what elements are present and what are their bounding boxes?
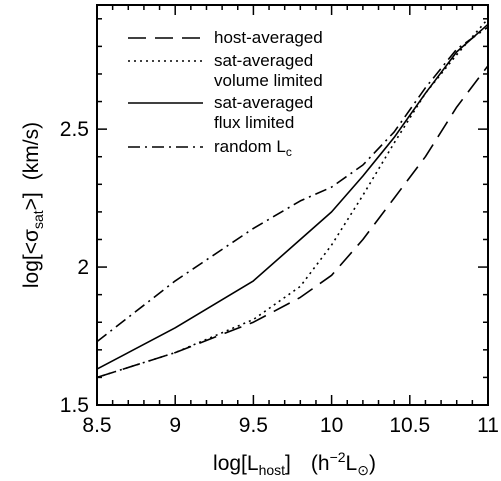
x-axis-label: log[Lhost] (h−2L⊙) (213, 449, 376, 478)
legend-label-1: host-averaged (214, 28, 323, 47)
x-tick-label: 10.5 (389, 414, 430, 437)
y-tick-label: 2.5 (60, 118, 89, 141)
y-label-unit: (km/s) (20, 122, 43, 180)
x-label-unit-sun: ⊙ (357, 462, 369, 478)
y-tick-label: 1.5 (60, 394, 89, 417)
x-label-unit-sup: −2 (330, 449, 346, 465)
x-label-main: log[L (213, 452, 259, 475)
x-label-close: ] (285, 452, 291, 475)
x-label-unit-close: ) (369, 452, 376, 475)
legend-label-3: sat-averaged (214, 93, 313, 112)
plot-frame (96, 4, 489, 406)
series-line-3 (96, 23, 489, 370)
legend-label-3-line2: flux limited (214, 113, 294, 132)
legend-label-sub: c (286, 145, 292, 159)
legend-label-2-line2: volume limited (214, 71, 323, 90)
x-label-sub: host (259, 462, 286, 478)
x-label-unit-L: L (346, 452, 358, 475)
x-tick-label: 8.5 (82, 414, 111, 437)
y-label-main: log[<σ (20, 229, 43, 288)
legend-label-2: sat-averaged (214, 51, 313, 70)
y-label-sub: sat (30, 210, 46, 229)
y-axis-label: log[<σsat>] (km/s) (20, 122, 46, 288)
axis-ticks (96, 5, 489, 406)
axis-tick-labels: 8.5 9 9.5 10 10.5 11 1.5 2 2.5 (60, 118, 499, 437)
y-label-close: >] (20, 192, 43, 210)
series-line-1 (96, 65, 489, 379)
x-label-unit-open: (h (311, 452, 330, 475)
series-line-4 (96, 26, 489, 343)
legend-label-4: random Lc (214, 137, 292, 159)
x-tick-label: 10 (320, 414, 343, 437)
y-tick-label: 2 (77, 256, 89, 279)
x-tick-label: 11 (477, 414, 499, 437)
data-lines (96, 18, 489, 379)
x-tick-label: 9.5 (239, 414, 268, 437)
x-tick-label: 9 (169, 414, 181, 437)
